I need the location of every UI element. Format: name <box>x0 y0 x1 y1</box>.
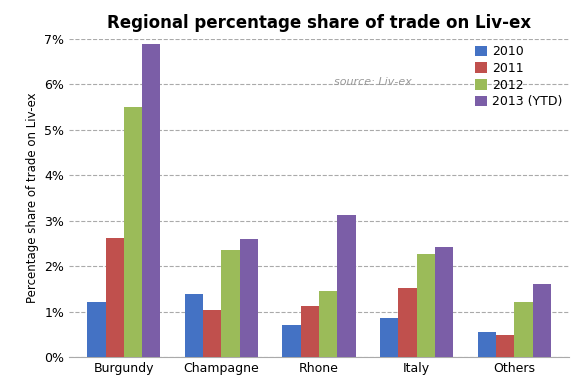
Legend: 2010, 2011, 2012, 2013 (YTD): 2010, 2011, 2012, 2013 (YTD) <box>475 45 563 109</box>
Bar <box>380 318 398 357</box>
Bar <box>514 302 532 357</box>
Bar <box>301 306 319 357</box>
Y-axis label: Percentage share of trade on Liv-ex: Percentage share of trade on Liv-ex <box>26 93 38 303</box>
Bar <box>106 238 124 357</box>
Bar <box>338 216 356 357</box>
Bar <box>319 291 338 357</box>
Bar <box>240 239 258 357</box>
Bar <box>203 310 222 357</box>
Bar <box>477 332 496 357</box>
Text: source: Liv-ex: source: Liv-ex <box>334 77 412 87</box>
Bar <box>496 335 514 357</box>
Bar <box>142 44 160 357</box>
Bar <box>417 254 435 357</box>
Bar <box>185 294 203 357</box>
Bar <box>282 326 301 357</box>
Title: Regional percentage share of trade on Liv-ex: Regional percentage share of trade on Li… <box>107 14 531 32</box>
Bar <box>435 247 453 357</box>
Bar <box>124 107 142 357</box>
Bar <box>87 302 106 357</box>
Bar <box>398 288 417 357</box>
Bar <box>532 284 551 357</box>
Bar <box>222 251 240 357</box>
